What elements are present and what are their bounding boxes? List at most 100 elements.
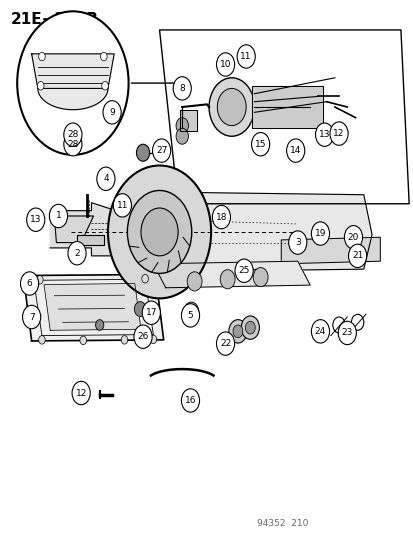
Polygon shape — [180, 110, 196, 131]
Text: 13: 13 — [318, 130, 330, 139]
Text: 6: 6 — [26, 279, 32, 288]
Circle shape — [237, 45, 255, 68]
Text: 18: 18 — [215, 213, 227, 222]
Circle shape — [142, 301, 160, 325]
Text: 16: 16 — [184, 396, 196, 405]
Circle shape — [49, 204, 67, 228]
Circle shape — [68, 241, 86, 265]
Circle shape — [150, 335, 156, 344]
Circle shape — [26, 208, 45, 231]
Text: 4: 4 — [103, 174, 109, 183]
Circle shape — [108, 165, 211, 298]
Polygon shape — [252, 86, 322, 128]
Circle shape — [311, 222, 329, 245]
Text: 24: 24 — [314, 327, 325, 336]
Text: 20: 20 — [347, 233, 358, 242]
Circle shape — [253, 268, 268, 287]
Circle shape — [217, 88, 246, 126]
Circle shape — [251, 133, 269, 156]
Text: 5: 5 — [187, 311, 193, 320]
Circle shape — [17, 11, 128, 155]
Text: 7: 7 — [28, 312, 34, 321]
Circle shape — [21, 272, 38, 295]
Text: 10: 10 — [219, 60, 231, 69]
Circle shape — [64, 123, 82, 147]
Circle shape — [36, 276, 43, 284]
Circle shape — [337, 321, 356, 345]
Circle shape — [176, 118, 188, 134]
Circle shape — [239, 262, 249, 275]
Circle shape — [38, 52, 45, 61]
Circle shape — [127, 190, 191, 273]
Circle shape — [97, 167, 115, 190]
Circle shape — [329, 122, 347, 146]
Circle shape — [241, 316, 259, 340]
Text: 17: 17 — [145, 308, 157, 317]
Polygon shape — [280, 237, 380, 264]
Text: 8: 8 — [179, 84, 185, 93]
Circle shape — [136, 144, 149, 161]
Circle shape — [22, 305, 40, 329]
Text: 9: 9 — [109, 108, 115, 117]
Polygon shape — [77, 235, 104, 245]
Circle shape — [209, 78, 254, 136]
Text: 2: 2 — [74, 249, 80, 258]
Circle shape — [141, 208, 178, 256]
Circle shape — [187, 272, 202, 291]
Circle shape — [80, 336, 86, 345]
Circle shape — [181, 389, 199, 412]
Circle shape — [173, 77, 191, 100]
Polygon shape — [50, 203, 124, 256]
Text: 25: 25 — [238, 266, 249, 275]
Circle shape — [235, 259, 253, 282]
Circle shape — [37, 82, 44, 90]
Text: 11: 11 — [116, 201, 128, 210]
Circle shape — [181, 304, 199, 327]
Circle shape — [113, 193, 131, 217]
Circle shape — [286, 139, 304, 163]
Polygon shape — [54, 216, 93, 243]
Circle shape — [233, 325, 242, 338]
Circle shape — [216, 53, 234, 76]
Text: 15: 15 — [254, 140, 266, 149]
Circle shape — [100, 52, 107, 61]
Circle shape — [102, 82, 108, 90]
Circle shape — [245, 321, 255, 334]
Text: 14: 14 — [290, 146, 301, 155]
Circle shape — [344, 225, 362, 249]
Circle shape — [216, 332, 234, 356]
Circle shape — [183, 302, 198, 321]
Polygon shape — [153, 261, 309, 288]
Circle shape — [176, 128, 188, 144]
Circle shape — [72, 381, 90, 405]
Circle shape — [134, 302, 145, 317]
Circle shape — [315, 123, 333, 147]
Polygon shape — [31, 54, 114, 88]
Polygon shape — [159, 192, 371, 272]
Polygon shape — [23, 274, 163, 341]
Text: 19: 19 — [314, 229, 325, 238]
Text: 12: 12 — [75, 389, 87, 398]
Text: 11: 11 — [240, 52, 252, 61]
Circle shape — [64, 133, 82, 156]
Circle shape — [311, 320, 329, 343]
Circle shape — [103, 101, 121, 124]
Circle shape — [288, 231, 306, 254]
Polygon shape — [44, 284, 141, 330]
Text: 1: 1 — [55, 212, 61, 221]
Text: 28: 28 — [67, 140, 78, 149]
Text: 21: 21 — [351, 252, 363, 260]
Circle shape — [38, 336, 45, 344]
Text: 12: 12 — [332, 129, 344, 138]
Circle shape — [121, 336, 128, 344]
Text: 22: 22 — [219, 339, 230, 348]
Circle shape — [142, 274, 148, 283]
Circle shape — [152, 139, 170, 163]
Circle shape — [95, 320, 104, 330]
Text: 13: 13 — [30, 215, 41, 224]
Text: 28: 28 — [67, 130, 78, 139]
Circle shape — [134, 325, 152, 349]
Text: 94352  210: 94352 210 — [256, 519, 307, 528]
Circle shape — [220, 270, 235, 289]
Text: 27: 27 — [156, 146, 167, 155]
